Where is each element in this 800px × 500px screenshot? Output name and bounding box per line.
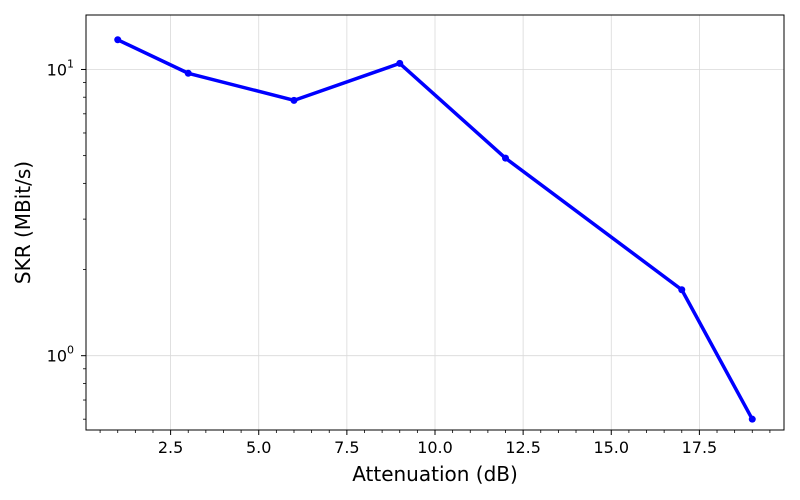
- tick-labels: 2.5 5.0 7.5 10.0 12.5 15.0 17.5 100 101: [47, 57, 718, 457]
- minor-ticks: [83, 82, 771, 433]
- y-tick-label: 101: [47, 57, 74, 79]
- data-point: [184, 69, 192, 77]
- x-tick-label: 10.0: [417, 438, 453, 457]
- y-axis-label: SKR (MBit/s): [11, 161, 35, 284]
- x-tick-label: 17.5: [682, 438, 718, 457]
- data-point: [678, 286, 686, 294]
- x-axis-label: Attenuation (dB): [352, 462, 518, 486]
- data-point: [114, 36, 122, 44]
- series-layer: [114, 36, 756, 423]
- x-tick-label: 5.0: [246, 438, 271, 457]
- x-tick-label: 7.5: [334, 438, 359, 457]
- plot-frame: [85, 14, 785, 431]
- data-point: [748, 415, 756, 423]
- data-point: [396, 59, 404, 67]
- grid: [86, 15, 784, 430]
- y-tick-label: 100: [47, 344, 74, 366]
- x-tick-label: 2.5: [158, 438, 183, 457]
- data-point: [290, 96, 298, 104]
- data-point: [502, 154, 510, 162]
- x-tick-label: 15.0: [593, 438, 629, 457]
- tick-marks: [81, 68, 700, 435]
- x-tick-label: 12.5: [505, 438, 541, 457]
